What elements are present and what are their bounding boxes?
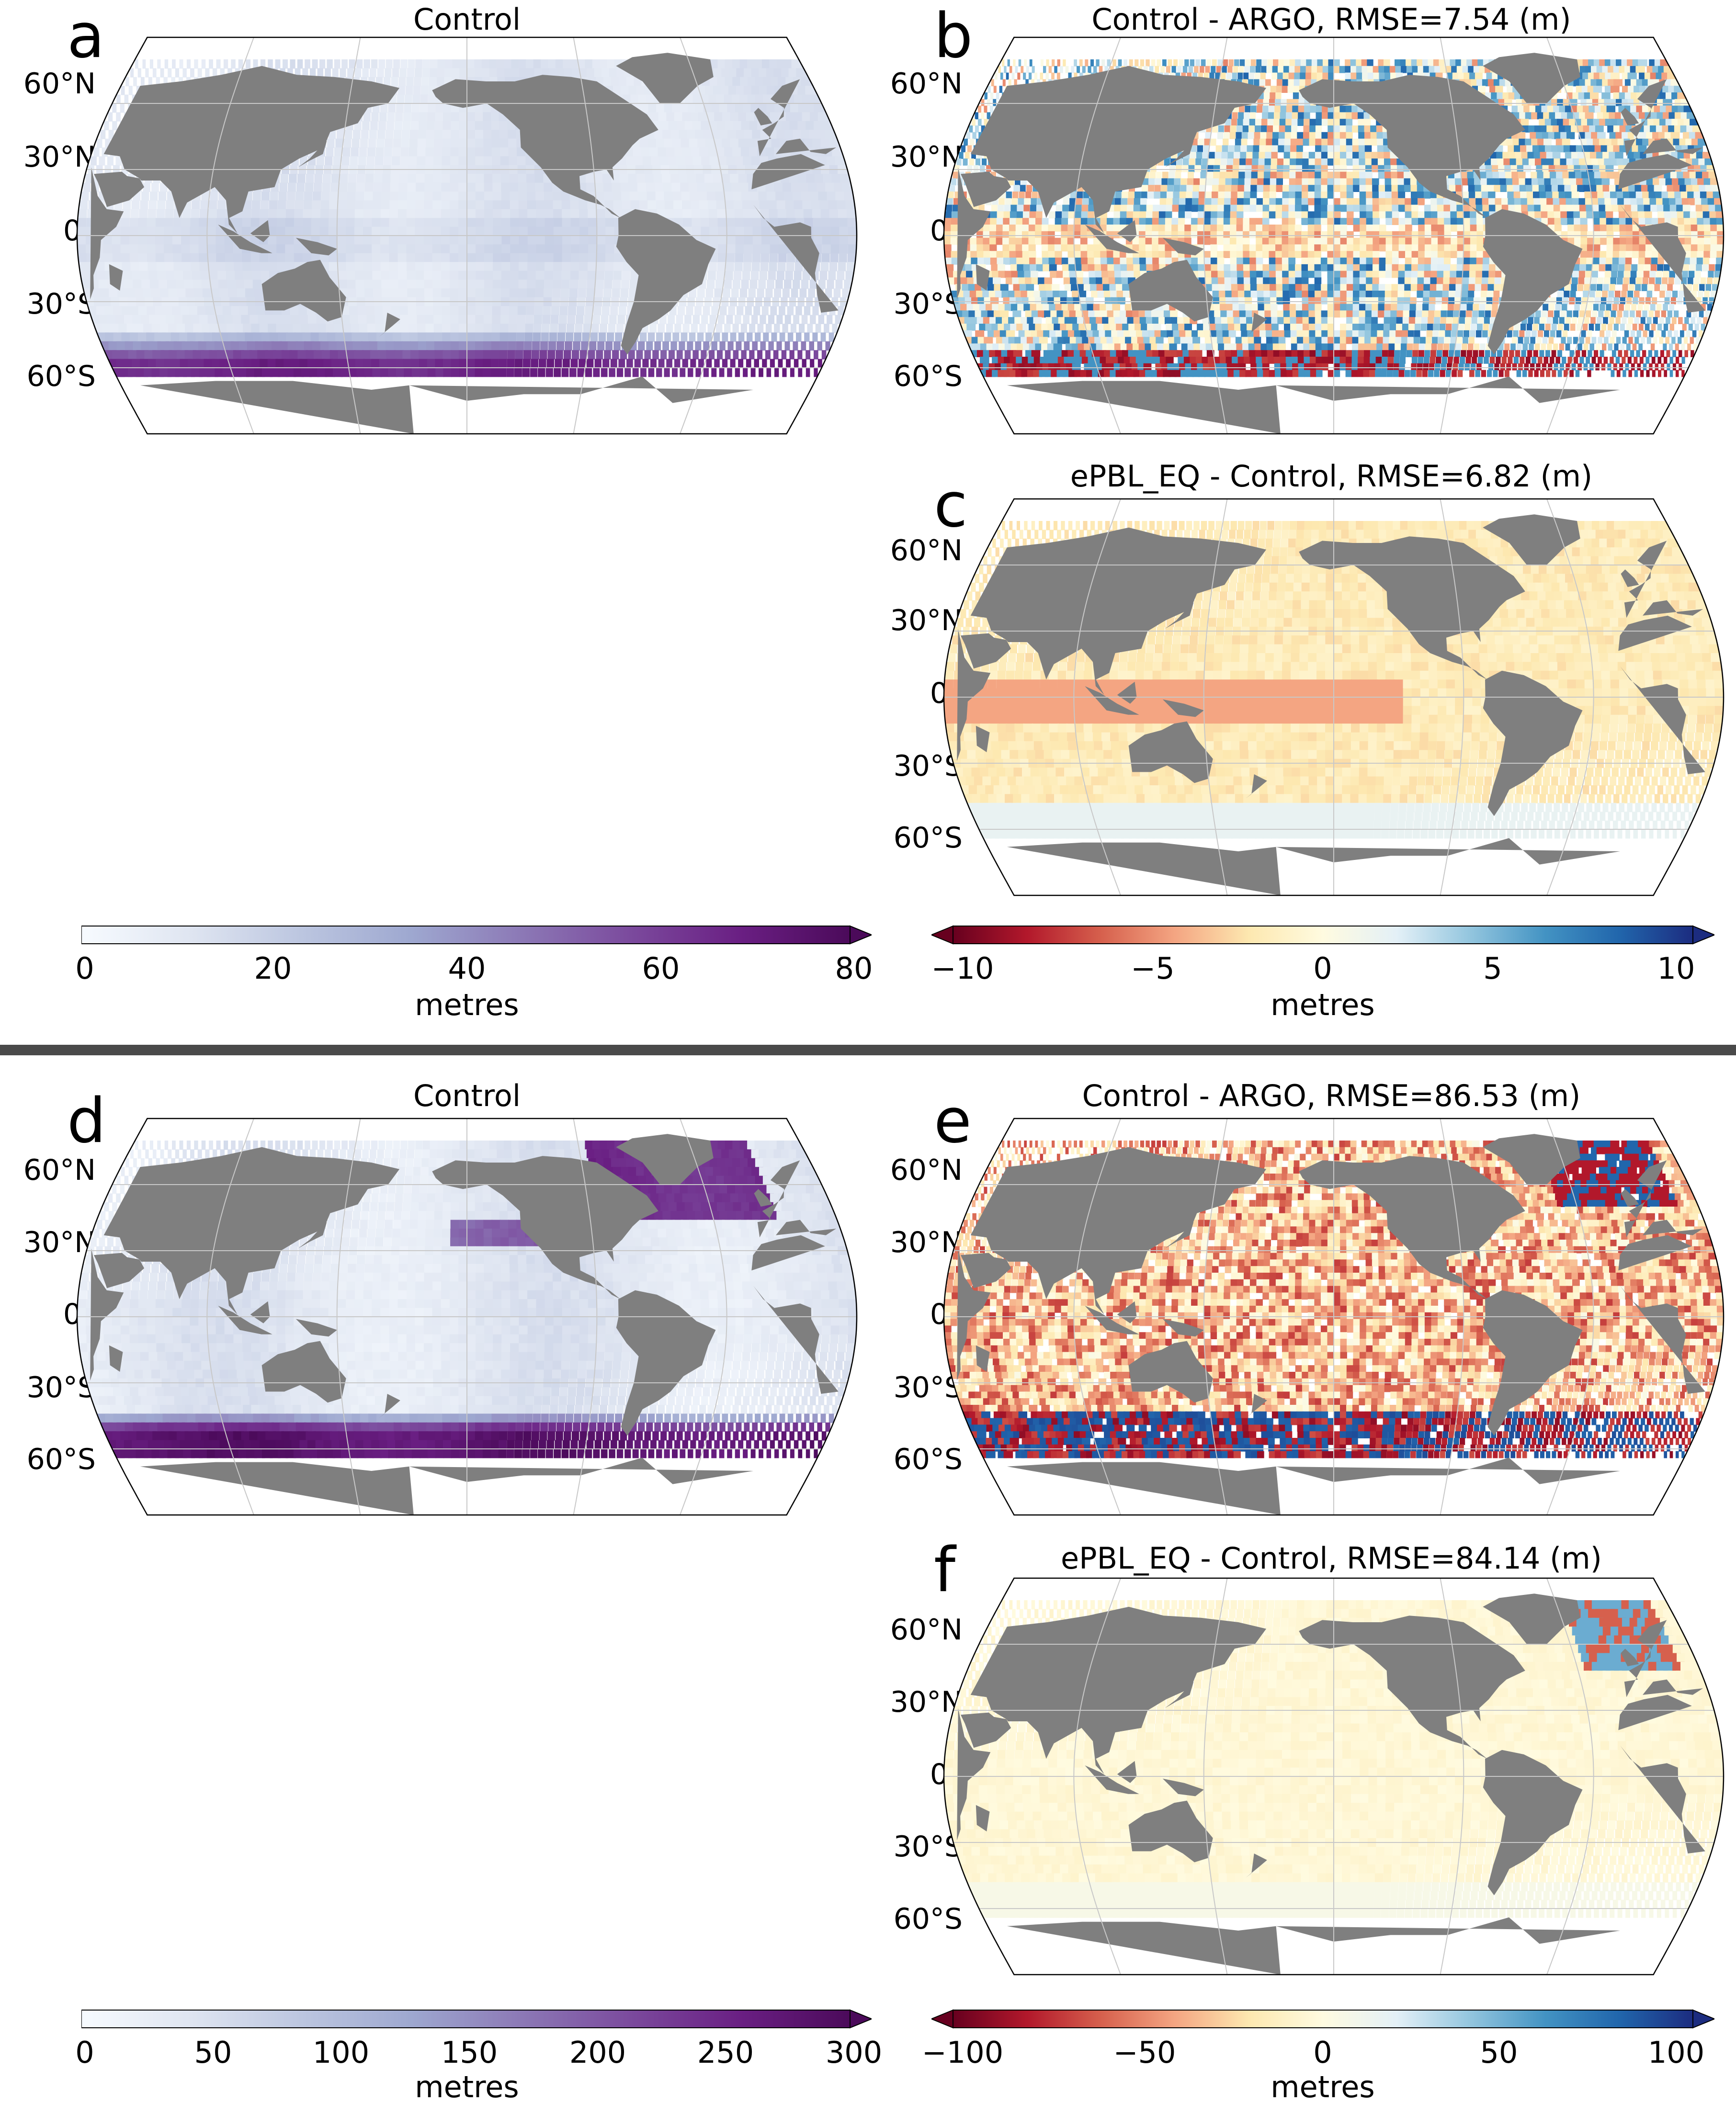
cbar-tick: 60	[642, 951, 680, 986]
cbar-tick: −100	[922, 2035, 1003, 2070]
colorbar-top-right-bar	[931, 925, 1714, 945]
panel-title: Control	[413, 1078, 521, 1113]
lat-label-60n: 60°N	[867, 534, 963, 567]
cbar-tick: 150	[441, 2035, 498, 2070]
panel-title: ePBL_EQ - Control, RMSE=6.82 (m)	[1070, 459, 1592, 494]
lat-label-60n: 60°N	[0, 67, 96, 101]
lat-label-60n: 60°N	[867, 67, 963, 101]
lat-label-60s: 60°S	[867, 360, 963, 393]
lat-label-60s: 60°S	[867, 1902, 963, 1936]
lat-label-60s: 60°S	[867, 1443, 963, 1476]
colorbar-bottom-right-bar	[931, 2009, 1714, 2029]
cbar-tick: 0	[1313, 951, 1332, 986]
panel-title: Control - ARGO, RMSE=86.53 (m)	[1082, 1078, 1581, 1113]
cbar-tick: 80	[835, 951, 873, 986]
lat-label-60s: 60°S	[0, 1443, 96, 1476]
lat-label-30n: 30°N	[867, 140, 963, 174]
cbar-tick: 10	[1657, 951, 1695, 986]
panel-letter: f	[934, 1540, 955, 1601]
panel-letter: d	[67, 1091, 106, 1152]
lat-label-60n: 60°N	[0, 1153, 96, 1187]
cbar-tick: 100	[1648, 2035, 1704, 2070]
panel-title: ePBL_EQ - Control, RMSE=84.14 (m)	[1061, 1541, 1602, 1576]
lat-label-30n: 30°N	[0, 1226, 96, 1259]
map-d	[76, 1118, 858, 1516]
lat-label-60s: 60°S	[0, 360, 96, 393]
cbar-label: metres	[415, 987, 519, 1022]
cbar-tick: 0	[1313, 2035, 1332, 2070]
cbar-label: metres	[415, 2069, 519, 2104]
lat-label-30n: 30°N	[867, 1226, 963, 1259]
cbar-tick: 5	[1483, 951, 1502, 986]
lat-label-30n: 30°N	[867, 604, 963, 637]
cbar-label: metres	[1271, 2069, 1374, 2104]
cbar-tick: 300	[826, 2035, 882, 2070]
map-f	[943, 1577, 1725, 1976]
lat-label-60n: 60°N	[867, 1613, 963, 1647]
cbar-label: metres	[1271, 987, 1374, 1022]
map-a	[76, 36, 858, 435]
lat-label-30n: 30°N	[867, 1685, 963, 1719]
lat-label-60s: 60°S	[867, 821, 963, 855]
lat-label-60n: 60°N	[867, 1153, 963, 1187]
panel-title: Control - ARGO, RMSE=7.54 (m)	[1091, 2, 1571, 37]
cbar-tick: 0	[75, 2035, 94, 2070]
cbar-tick: 250	[697, 2035, 754, 2070]
cbar-tick: −5	[1131, 951, 1174, 986]
panel-letter: e	[934, 1091, 972, 1152]
cbar-tick: 100	[313, 2035, 369, 2070]
cbar-tick: −10	[931, 951, 994, 986]
cbar-tick: 20	[254, 951, 292, 986]
colorbar-bottom-left-bar	[81, 2009, 872, 2029]
cbar-tick: 200	[569, 2035, 626, 2070]
lat-label-30n: 30°N	[0, 140, 96, 174]
map-b	[943, 36, 1725, 435]
colorbar-top-left-bar	[81, 925, 872, 945]
panel-letter: c	[934, 475, 967, 536]
cbar-tick: 50	[1480, 2035, 1518, 2070]
cbar-tick: 40	[448, 951, 486, 986]
cbar-tick: 50	[194, 2035, 232, 2070]
cbar-tick: 0	[75, 951, 94, 986]
panel-letter: b	[934, 6, 973, 67]
map-c	[943, 498, 1725, 896]
panel-letter: a	[67, 6, 104, 67]
map-e	[943, 1118, 1725, 1516]
section-divider	[0, 1045, 1736, 1055]
cbar-tick: −50	[1113, 2035, 1176, 2070]
panel-title: Control	[413, 2, 521, 37]
